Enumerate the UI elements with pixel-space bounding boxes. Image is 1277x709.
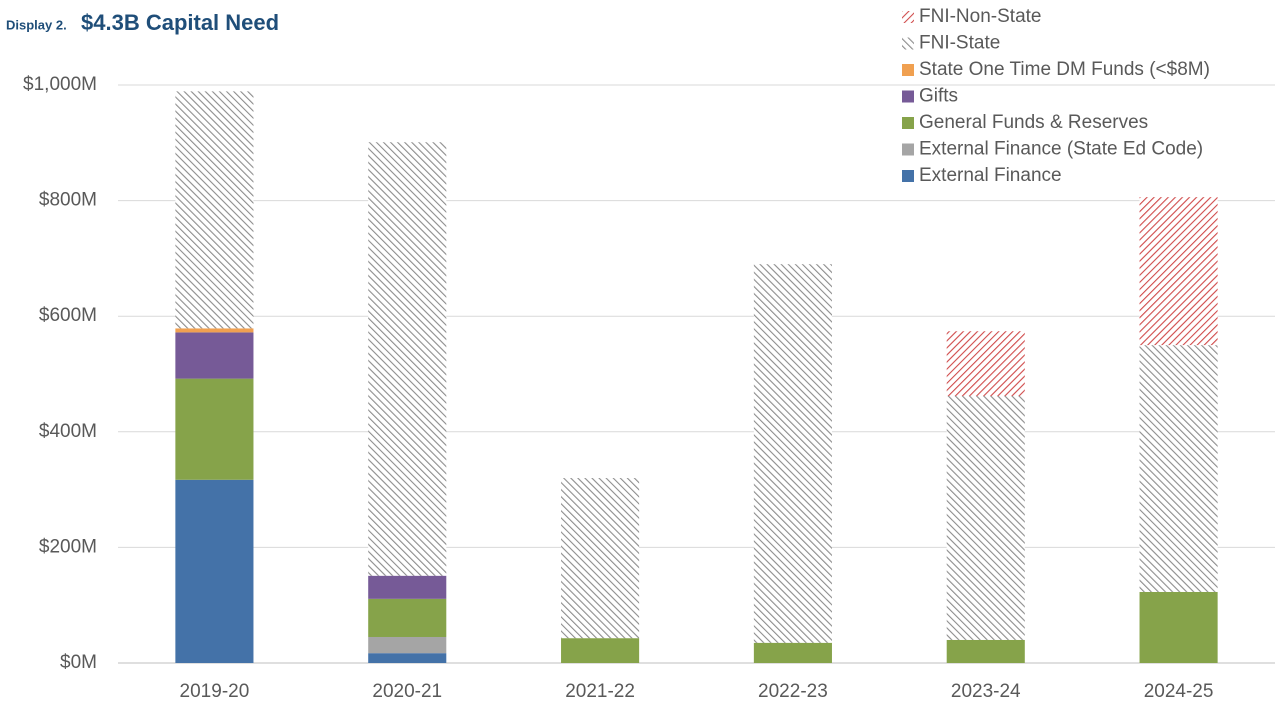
bar-segment xyxy=(753,264,832,643)
bar-segment xyxy=(946,639,1025,663)
bar-segment xyxy=(561,478,640,639)
y-tick-label: $800M xyxy=(39,190,97,211)
bar-segment xyxy=(175,479,254,663)
y-tick-label: $200M xyxy=(39,536,97,557)
bar-segment xyxy=(175,332,254,379)
bar-segment xyxy=(753,642,832,663)
legend-label: State One Time DM Funds (<$8M) xyxy=(919,59,1210,80)
legend-label: General Funds & Reserves xyxy=(919,112,1148,133)
bar-segment xyxy=(561,638,640,663)
x-tick-label: 2019-20 xyxy=(180,681,250,702)
x-tick-label: 2022-23 xyxy=(758,681,828,702)
legend-swatch xyxy=(902,143,914,156)
bar-segment xyxy=(946,331,1025,396)
legend-label: External Finance (State Ed Code) xyxy=(919,139,1203,160)
bar-segment xyxy=(368,142,447,576)
legend-swatch xyxy=(902,64,914,76)
bar-segment xyxy=(368,636,447,654)
y-tick-label: $600M xyxy=(39,305,97,326)
bar-segment xyxy=(368,653,447,663)
bar-segment xyxy=(946,395,1025,640)
bar-segment xyxy=(175,328,254,333)
legend-swatch xyxy=(902,90,914,103)
y-tick-label: $0M xyxy=(60,652,97,673)
bar-segment xyxy=(368,598,447,637)
x-tick-label: 2024-25 xyxy=(1144,681,1214,702)
chart-title: $4.3B Capital Need xyxy=(81,10,279,35)
legend-label: Gifts xyxy=(919,86,958,107)
legend-label: External Finance xyxy=(919,165,1062,186)
bar-segment xyxy=(175,91,254,329)
display-label: Display 2. xyxy=(6,17,67,32)
bar-segment xyxy=(1139,591,1218,663)
x-tick-label: 2023-24 xyxy=(951,681,1021,702)
bar-segment xyxy=(1139,345,1218,592)
x-tick-label: 2020-21 xyxy=(372,681,442,702)
legend-swatch xyxy=(902,11,914,23)
y-tick-label: $1,000M xyxy=(23,74,97,95)
legend-label: FNI-State xyxy=(919,33,1000,54)
legend-swatch xyxy=(902,37,914,50)
x-tick-label: 2021-22 xyxy=(565,681,635,702)
bar-segment xyxy=(1139,197,1218,346)
y-tick-label: $400M xyxy=(39,421,97,442)
legend-label: FNI-Non-State xyxy=(919,6,1041,27)
bar-segment xyxy=(368,575,447,599)
bar-segment xyxy=(175,378,254,480)
legend-swatch xyxy=(902,170,914,182)
legend-swatch xyxy=(902,117,914,129)
